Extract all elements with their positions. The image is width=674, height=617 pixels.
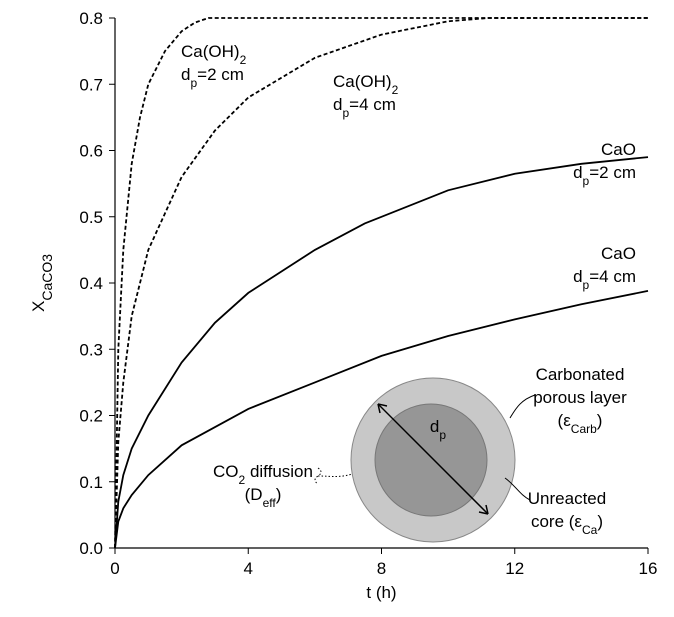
series-label: dp=4 cm bbox=[333, 95, 396, 120]
y-axis-title: XCaCO3 bbox=[29, 254, 55, 312]
annotation-run: (D bbox=[245, 485, 263, 504]
core bbox=[374, 403, 488, 517]
annotation: CO2 diffusion bbox=[213, 462, 313, 487]
series-label: dp=2 cm bbox=[573, 163, 636, 188]
series-label-run: Ca(OH) bbox=[333, 72, 392, 91]
annotation-run: p bbox=[439, 428, 446, 442]
y-tick-label: 0.7 bbox=[79, 75, 103, 94]
series-label-run: 2 bbox=[392, 83, 399, 97]
series-label-run: Ca(OH) bbox=[181, 42, 240, 61]
series-label-run: 2 bbox=[240, 53, 247, 67]
x-tick-label: 4 bbox=[244, 559, 253, 578]
series-label-run: p bbox=[583, 278, 590, 292]
y-axis-title-run: CaCO3 bbox=[39, 254, 55, 301]
annotation-run: Carbonated bbox=[536, 365, 625, 384]
series-label-run: =4 cm bbox=[349, 95, 396, 114]
y-tick-label: 0.0 bbox=[79, 539, 103, 558]
diameter-arrow bbox=[377, 403, 489, 515]
arrow-heads bbox=[377, 403, 489, 515]
annotation-run: (ε bbox=[558, 411, 572, 430]
series-line bbox=[114, 17, 648, 549]
annotation-run: ) bbox=[276, 485, 282, 504]
annotation-run: Carb bbox=[571, 422, 597, 436]
series-label-run: p bbox=[342, 106, 349, 120]
diffusion-squiggle bbox=[314, 467, 353, 485]
annotation-run: CO bbox=[213, 462, 239, 481]
y-tick-label: 0.6 bbox=[79, 142, 103, 161]
series-label: dp=2 cm bbox=[181, 65, 244, 90]
series-label-run: p bbox=[190, 76, 197, 90]
series-label-run: d bbox=[573, 163, 582, 182]
series-label-run: p bbox=[583, 174, 590, 188]
x-axis-title: t (h) bbox=[366, 583, 396, 602]
y-tick-label: 0.5 bbox=[79, 208, 103, 227]
series-label-run: d bbox=[333, 95, 342, 114]
y-axis-title-run: X bbox=[29, 301, 48, 312]
series-label-run: CaO bbox=[601, 244, 636, 263]
series-label-run: =4 cm bbox=[589, 267, 636, 286]
series-line bbox=[114, 290, 649, 549]
annotation: core (εCa) bbox=[531, 512, 603, 537]
series-label: CaO bbox=[601, 140, 636, 159]
annotation: (Deff) bbox=[245, 485, 282, 510]
x-tick-label: 16 bbox=[639, 559, 658, 578]
series-label-run: d bbox=[573, 267, 582, 286]
annotation-run: diffusion bbox=[245, 462, 313, 481]
annotation: Carbonated bbox=[536, 365, 625, 384]
series-line bbox=[114, 17, 648, 549]
series-label-run: CaO bbox=[601, 140, 636, 159]
series-label-run: d bbox=[181, 65, 190, 84]
series-line bbox=[114, 156, 649, 549]
series-label: Ca(OH)2 bbox=[181, 42, 247, 67]
annotation: Unreacted bbox=[528, 489, 606, 508]
x-axis-title-run: t (h) bbox=[366, 583, 396, 602]
annotation-run: Ca bbox=[582, 523, 598, 537]
annotation-run: ) bbox=[597, 411, 603, 430]
y-tick-label: 0.8 bbox=[79, 9, 103, 28]
x-tick-label: 12 bbox=[505, 559, 524, 578]
y-tick-label: 0.3 bbox=[79, 340, 103, 359]
annotation: dp bbox=[430, 417, 446, 442]
annotation-run: 2 bbox=[239, 473, 246, 487]
series-label: dp=4 cm bbox=[573, 267, 636, 292]
annotation-run: d bbox=[430, 417, 439, 436]
series-label-run: =2 cm bbox=[589, 163, 636, 182]
annotation-run: porous layer bbox=[533, 388, 627, 407]
annotation: porous layer bbox=[533, 388, 627, 407]
y-tick-label: 0.2 bbox=[79, 407, 103, 426]
leader-line bbox=[509, 394, 536, 419]
series-label-run: =2 cm bbox=[197, 65, 244, 84]
annotation-run: Unreacted bbox=[528, 489, 606, 508]
particle-inset bbox=[314, 377, 536, 543]
annotation-run: core (ε bbox=[531, 512, 582, 531]
x-tick-label: 0 bbox=[110, 559, 119, 578]
annotation-run: ) bbox=[597, 512, 603, 531]
series-label: CaO bbox=[601, 244, 636, 263]
x-tick-label: 8 bbox=[377, 559, 386, 578]
leader-line bbox=[504, 477, 531, 501]
annotation: (εCarb) bbox=[558, 411, 603, 436]
series-label: Ca(OH)2 bbox=[333, 72, 399, 97]
annotation-run: eff bbox=[263, 496, 277, 510]
y-tick-label: 0.1 bbox=[79, 473, 103, 492]
y-tick-label: 0.4 bbox=[79, 274, 103, 293]
